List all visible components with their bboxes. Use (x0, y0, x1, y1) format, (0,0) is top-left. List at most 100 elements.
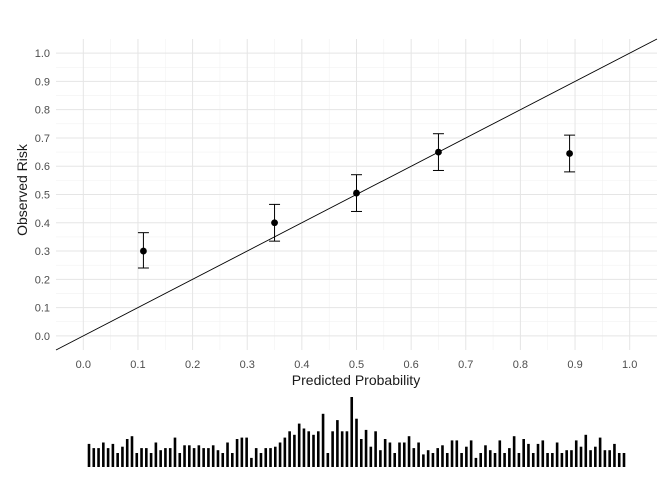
y-tick-label: 1.0 (35, 48, 50, 60)
histogram-bar (460, 453, 463, 467)
histogram-bar (474, 457, 478, 467)
histogram-bar (426, 450, 430, 467)
histogram-bar (125, 439, 129, 467)
histogram-bar (159, 450, 162, 467)
distribution-histogram (87, 397, 626, 467)
histogram-bar (417, 442, 420, 467)
histogram-bar (226, 442, 229, 467)
histogram-bar (340, 431, 344, 467)
histogram-bar (121, 446, 124, 467)
histogram-bar (92, 448, 96, 467)
histogram-bar (364, 429, 368, 467)
histogram-bar (135, 453, 139, 467)
histogram-bar (130, 436, 134, 467)
histogram-bar (402, 442, 406, 467)
histogram-bar (235, 439, 239, 467)
histogram-bar (527, 443, 530, 467)
histogram-bar (422, 454, 425, 467)
histogram-bar (111, 443, 115, 467)
histogram-bar (102, 442, 105, 467)
histogram-bar (594, 446, 597, 467)
histogram-bar (307, 431, 311, 467)
histogram-bar (87, 443, 91, 467)
histogram-bar (283, 437, 287, 467)
histogram-bar (555, 442, 559, 467)
histogram-bar (503, 453, 506, 467)
histogram-bar (608, 450, 611, 467)
histogram-bar (383, 439, 387, 467)
histogram-bar (116, 453, 119, 467)
x-tick-label: 0.5 (349, 359, 364, 371)
histogram-bar (450, 440, 454, 467)
histogram-bar (178, 453, 182, 467)
histogram-bar (192, 448, 196, 467)
histogram-bar (216, 450, 220, 467)
histogram-bar (465, 446, 468, 467)
histogram-bar (245, 437, 248, 467)
histogram-bar (398, 442, 401, 467)
y-tick-label: 0.2 (35, 274, 50, 286)
histogram-bar (546, 453, 549, 467)
histogram-bar (164, 448, 167, 467)
y-tick-label: 0.4 (35, 218, 50, 230)
histogram-bar (173, 437, 177, 467)
histogram-bar (369, 446, 373, 467)
histogram-bar (541, 440, 545, 467)
histogram-bar (412, 448, 416, 467)
histogram-bar (374, 431, 377, 467)
histogram-bar (455, 440, 459, 467)
histogram-bar (436, 448, 440, 467)
histogram-bar (293, 434, 296, 467)
histogram-bar (326, 453, 330, 467)
histogram-bar (154, 442, 158, 467)
histogram-bar (622, 453, 626, 467)
y-tick-label: 0.8 (35, 105, 50, 117)
histogram-bar (97, 448, 100, 467)
histogram-bar (560, 453, 564, 467)
histogram-bar (350, 397, 354, 467)
histogram-bar (517, 453, 521, 467)
histogram-bar (508, 448, 511, 467)
histogram-bar (145, 448, 148, 467)
histogram-bar (570, 450, 573, 467)
x-axis-title: Predicted Probability (292, 372, 420, 388)
histogram-bar (469, 440, 473, 467)
histogram-bar (488, 450, 492, 467)
histogram-bar (312, 434, 315, 467)
histogram-bar (345, 431, 349, 467)
histogram-bar (603, 450, 607, 467)
histogram-bar (140, 448, 143, 467)
histogram-bar (316, 431, 320, 467)
histogram-bar (273, 446, 277, 467)
histogram-bar (498, 440, 502, 467)
y-tick-label: 0.7 (35, 133, 50, 145)
histogram-bar (407, 436, 411, 467)
histogram-bar (168, 448, 172, 467)
data-point (353, 189, 360, 197)
data-point (566, 150, 573, 157)
histogram-bar (259, 453, 263, 467)
histogram-bar (197, 445, 201, 467)
histogram-bar (388, 442, 392, 467)
histogram-bar (536, 443, 540, 467)
histogram-bar (149, 453, 153, 467)
histogram-bar (336, 420, 339, 467)
histogram-bar (522, 439, 525, 467)
histogram-bar (484, 445, 487, 467)
x-tick-label: 1.0 (622, 359, 637, 371)
grid (56, 39, 657, 350)
x-tick-labels: 0.0 0.1 0.2 0.3 0.4 0.5 0.6 0.7 0.8 0.9 1.0 (76, 359, 638, 371)
histogram-bar (302, 428, 306, 467)
histogram-bar (240, 437, 244, 467)
x-tick-label: 0.9 (567, 359, 582, 371)
histogram-bar (431, 453, 435, 467)
y-tick-labels: 0.0 0.1 0.2 0.3 0.4 0.5 0.6 0.7 0.8 0.9 1.0 (35, 48, 50, 343)
histogram-bar (321, 413, 325, 467)
y-tick-label: 0.0 (35, 331, 50, 343)
histogram-bar (579, 446, 583, 467)
histogram-bar (359, 439, 363, 467)
histogram-bar (441, 445, 444, 467)
y-tick-label: 0.5 (35, 190, 50, 202)
